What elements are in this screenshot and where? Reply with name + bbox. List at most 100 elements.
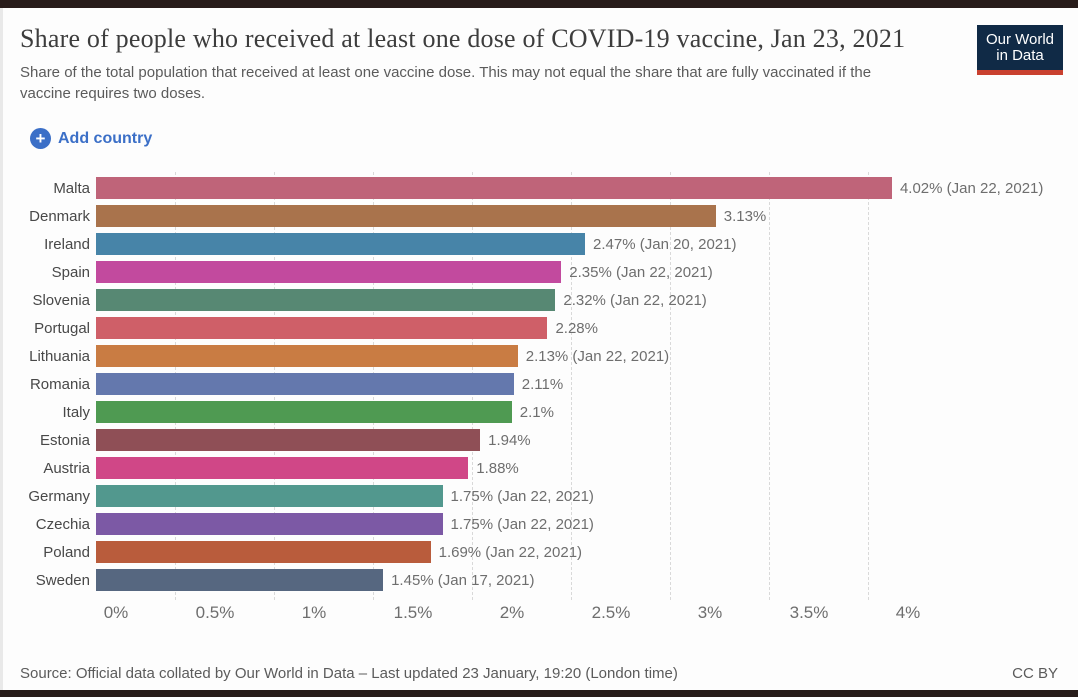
bar[interactable]	[96, 457, 469, 479]
x-axis-tick-label: 0.5%	[195, 603, 235, 622]
country-label[interactable]: Poland	[43, 543, 90, 561]
add-country-button[interactable]: + Add country	[30, 128, 152, 149]
bar-track: 2.35% (Jan 22, 2021)	[96, 261, 1078, 283]
logo-text-line2: in Data	[996, 47, 1044, 64]
value-label: 1.75% (Jan 22, 2021)	[450, 515, 594, 533]
chart-row: Lithuania 2.13% (Jan 22, 2021)	[20, 342, 1078, 370]
bar-track: 2.13% (Jan 22, 2021)	[96, 345, 1078, 367]
value-label: 3.13%	[723, 207, 767, 225]
x-axis-tick-label: 4%	[895, 603, 921, 622]
value-label: 4.02% (Jan 22, 2021)	[899, 179, 1044, 197]
chart-row: Austria 1.88%	[20, 454, 1078, 482]
chart-row: Estonia 1.94%	[20, 426, 1078, 454]
chart-subtitle: Share of the total population that recei…	[20, 64, 872, 102]
chart-row: Poland 1.69% (Jan 22, 2021)	[20, 538, 1078, 566]
bar-track: 4.02% (Jan 22, 2021)	[96, 177, 1078, 199]
bar[interactable]	[96, 401, 512, 423]
bar-track: 2.32% (Jan 22, 2021)	[96, 289, 1078, 311]
country-label[interactable]: Sweden	[35, 571, 90, 589]
bar-track: 1.94%	[96, 429, 1078, 451]
bar[interactable]	[96, 205, 716, 227]
country-label[interactable]: Estonia	[39, 431, 90, 449]
chart-row: Ireland 2.47% (Jan 20, 2021)	[20, 230, 1078, 258]
our-world-in-data-logo: Our World in Data	[977, 25, 1063, 75]
value-label: 2.1%	[519, 403, 554, 421]
chart-row: Denmark 3.13%	[20, 202, 1078, 230]
window-bottom-strip	[0, 690, 1078, 697]
chart-page: Our World in Data Share of people who re…	[0, 8, 1078, 690]
value-label: 1.94%	[488, 431, 531, 449]
x-axis-tick-label: 1%	[301, 603, 327, 622]
chart-row: Malta 4.02% (Jan 22, 2021)	[20, 174, 1078, 202]
bar[interactable]	[96, 429, 481, 451]
bar[interactable]	[96, 513, 443, 535]
bar[interactable]	[96, 177, 892, 199]
country-label[interactable]: Ireland	[44, 235, 90, 253]
bar-track: 1.45% (Jan 17, 2021)	[96, 569, 1078, 591]
value-label: 2.35% (Jan 22, 2021)	[569, 263, 713, 281]
chart-row: Italy 2.1%	[20, 398, 1078, 426]
bar[interactable]	[96, 569, 384, 591]
value-label: 2.47% (Jan 20, 2021)	[593, 235, 737, 253]
chart-row: Slovenia 2.32% (Jan 22, 2021)	[20, 286, 1078, 314]
chart-row: Germany 1.75% (Jan 22, 2021)	[20, 482, 1078, 510]
gridline	[571, 172, 572, 600]
value-label: 2.28%	[555, 319, 598, 337]
window-top-strip	[0, 0, 1078, 8]
x-axis-tick-label: 0%	[103, 603, 129, 622]
bar-track: 1.75% (Jan 22, 2021)	[96, 485, 1078, 507]
bar-track: 2.1%	[96, 401, 1078, 423]
chart-row: Czechia 1.75% (Jan 22, 2021)	[20, 510, 1078, 538]
value-label: 1.45% (Jan 17, 2021)	[391, 571, 535, 589]
bar[interactable]	[96, 345, 518, 367]
country-label[interactable]: Czechia	[35, 515, 90, 533]
bar-track: 1.75% (Jan 22, 2021)	[96, 513, 1078, 535]
x-axis-tick-label: 3.5%	[789, 603, 829, 622]
country-label[interactable]: Italy	[62, 403, 90, 421]
bar[interactable]	[96, 485, 443, 507]
bar[interactable]	[96, 373, 514, 395]
country-label[interactable]: Lithuania	[29, 347, 90, 365]
bar-chart: Malta 4.02% (Jan 22, 2021) Denmark 3.13%…	[20, 172, 1078, 629]
country-label[interactable]: Malta	[53, 179, 90, 197]
bar[interactable]	[96, 289, 556, 311]
country-label[interactable]: Germany	[28, 487, 90, 505]
bar-track: 2.28%	[96, 317, 1078, 339]
bar-rows: Malta 4.02% (Jan 22, 2021) Denmark 3.13%…	[20, 174, 1078, 594]
chart-row: Sweden 1.45% (Jan 17, 2021)	[20, 566, 1078, 594]
value-label: 1.88%	[476, 459, 519, 477]
gridline	[769, 172, 770, 600]
country-label[interactable]: Spain	[51, 263, 90, 281]
bar-track: 3.13%	[96, 205, 1078, 227]
country-label[interactable]: Denmark	[29, 207, 90, 225]
chart-row: Spain 2.35% (Jan 22, 2021)	[20, 258, 1078, 286]
bar[interactable]	[96, 233, 586, 255]
x-axis-tick-label: 3%	[697, 603, 723, 622]
x-axis-tick-label: 2.5%	[591, 603, 631, 622]
country-label[interactable]: Romania	[29, 375, 90, 393]
value-label: 1.75% (Jan 22, 2021)	[450, 487, 594, 505]
country-label[interactable]: Portugal	[34, 319, 90, 337]
bar-track: 1.69% (Jan 22, 2021)	[96, 541, 1078, 563]
gridline	[670, 172, 671, 600]
value-label: 2.13% (Jan 22, 2021)	[525, 347, 670, 365]
plus-circle-icon: +	[30, 128, 51, 149]
bar[interactable]	[96, 317, 548, 339]
value-label: 1.69% (Jan 22, 2021)	[438, 543, 583, 561]
x-axis: 0% 0.5% 1% 1.5% 2% 2.5% 3% 3.5% 4%	[104, 603, 1078, 629]
logo-text-line1: Our World	[985, 31, 1055, 48]
value-label: 2.11%	[521, 375, 564, 393]
country-label[interactable]: Slovenia	[32, 291, 90, 309]
gridline	[868, 172, 869, 600]
country-label[interactable]: Austria	[43, 459, 90, 477]
value-label: 2.32% (Jan 22, 2021)	[563, 291, 707, 309]
license-link[interactable]: CC BY	[1012, 665, 1058, 682]
chart-footer: Source: Official data collated by Our Wo…	[20, 665, 1058, 682]
bar[interactable]	[96, 541, 431, 563]
bar-track: 2.11%	[96, 373, 1078, 395]
bar-track: 2.47% (Jan 20, 2021)	[96, 233, 1078, 255]
chart-row: Portugal 2.28%	[20, 314, 1078, 342]
x-axis-tick-label: 1.5%	[393, 603, 433, 622]
bar[interactable]	[96, 261, 562, 283]
page-title: Share of people who received at least on…	[20, 24, 906, 53]
